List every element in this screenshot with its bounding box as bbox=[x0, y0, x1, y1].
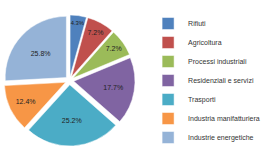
svg-text:Processi industriali: Processi industriali bbox=[188, 58, 247, 65]
svg-text:Agricoltura: Agricoltura bbox=[188, 39, 222, 47]
svg-text:25.8%: 25.8% bbox=[31, 50, 51, 57]
svg-text:4.3%: 4.3% bbox=[71, 20, 84, 26]
svg-text:12.4%: 12.4% bbox=[16, 98, 36, 105]
svg-text:17.7%: 17.7% bbox=[103, 84, 123, 91]
svg-text:7.2%: 7.2% bbox=[87, 29, 103, 36]
svg-text:7.2%: 7.2% bbox=[106, 45, 122, 52]
svg-text:Residenziali e servizi: Residenziali e servizi bbox=[188, 77, 254, 84]
svg-text:25.2%: 25.2% bbox=[62, 117, 82, 124]
svg-text:Rifiuti: Rifiuti bbox=[188, 20, 206, 27]
svg-text:Industrie energetiche: Industrie energetiche bbox=[188, 134, 253, 142]
svg-text:Trasporti: Trasporti bbox=[188, 96, 216, 104]
svg-text:Industria manifatturiera: Industria manifatturiera bbox=[188, 115, 260, 122]
